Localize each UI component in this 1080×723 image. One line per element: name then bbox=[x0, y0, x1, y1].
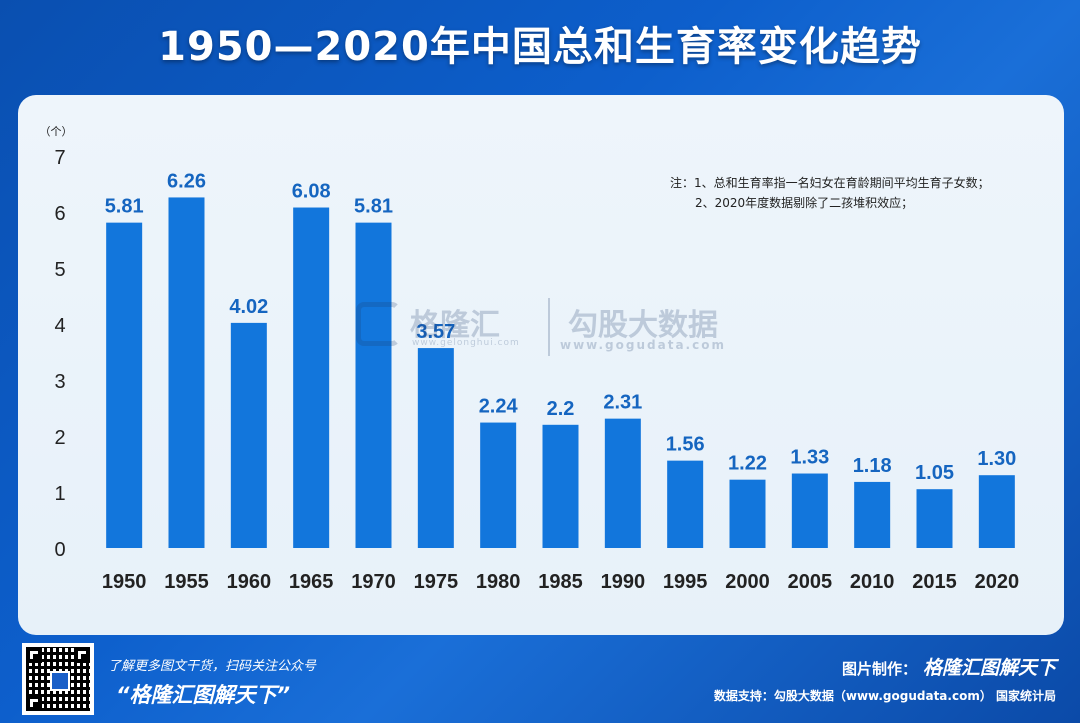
bar bbox=[542, 424, 579, 548]
bar bbox=[791, 473, 828, 548]
x-tick-label: 1955 bbox=[164, 571, 209, 593]
data-source: 数据支持：勾股大数据（www.gogudata.com） 国家统计局 bbox=[713, 689, 1056, 703]
follow-text: 了解更多图文干货，扫码关注公众号 bbox=[108, 659, 317, 674]
data-label: 1.30 bbox=[977, 448, 1016, 470]
x-tick-label: 1970 bbox=[351, 571, 396, 593]
x-tick-label: 1975 bbox=[414, 571, 459, 593]
data-label: 3.57 bbox=[416, 321, 455, 343]
x-tick-label: 2020 bbox=[975, 571, 1020, 593]
watermark-site: www.gelonghui.com bbox=[412, 338, 520, 348]
data-label: 5.81 bbox=[354, 196, 393, 218]
data-label: 1.22 bbox=[728, 453, 767, 475]
x-tick-label: 2010 bbox=[850, 571, 895, 593]
note-line-2: 2、2020年度数据剔除了二孩堆积效应； bbox=[695, 196, 914, 210]
data-label: 2.2 bbox=[547, 398, 575, 420]
bar bbox=[480, 422, 517, 548]
bar-chart: （个） 0 1 2 3 4 5 6 7 5.81 1950 6.26 1955 4.02 1960 6.08 1… bbox=[40, 125, 1020, 593]
bar bbox=[168, 197, 205, 548]
bar bbox=[230, 322, 267, 548]
x-tick-label: 1995 bbox=[663, 571, 708, 593]
y-tick-label: 6 bbox=[54, 203, 65, 225]
y-tick-label: 2 bbox=[54, 427, 65, 449]
watermark: 格隆汇 www.gelonghui.com 勾股大数据 www.gogudata… bbox=[356, 298, 746, 358]
data-label: 1.18 bbox=[853, 455, 892, 477]
data-label: 4.02 bbox=[229, 296, 268, 318]
credit-logo: 格隆汇图解天下 bbox=[922, 657, 1056, 679]
credit-label: 图片制作： bbox=[841, 660, 917, 678]
chart-notes: 注：1、总和生育率指一名妇女在育龄期间平均生育子女数； 2、2020年度数据剔除… bbox=[670, 173, 990, 213]
x-tick-label: 1950 bbox=[102, 571, 147, 593]
y-tick-label: 0 bbox=[54, 539, 65, 561]
bar bbox=[355, 222, 392, 548]
data-label: 2.24 bbox=[479, 396, 519, 418]
bar bbox=[293, 207, 330, 548]
y-tick-label: 7 bbox=[54, 147, 65, 169]
y-tick-label: 3 bbox=[54, 371, 65, 393]
x-tick-label: 2005 bbox=[788, 571, 833, 593]
data-label: 1.05 bbox=[915, 462, 954, 484]
gelonghui-logo-icon bbox=[356, 302, 400, 346]
bar bbox=[604, 418, 641, 548]
watermark-divider bbox=[548, 298, 550, 356]
page-title: 1950—2020年中国总和生育率变化趋势 bbox=[158, 24, 922, 70]
x-tick-label: 1985 bbox=[538, 571, 583, 593]
brand-name: “格隆汇图解天下” bbox=[116, 683, 291, 707]
y-tick-label: 1 bbox=[54, 483, 65, 505]
x-tick-label: 2015 bbox=[912, 571, 957, 593]
data-label: 1.33 bbox=[790, 447, 829, 469]
data-label: 6.08 bbox=[292, 181, 331, 203]
x-tick-label: 1960 bbox=[227, 571, 272, 593]
bar bbox=[916, 489, 953, 548]
y-unit-label: （个） bbox=[40, 125, 73, 138]
footer: 了解更多图文干货，扫码关注公众号 “格隆汇图解天下” 图片制作： 格隆汇图解天下 … bbox=[0, 635, 1080, 723]
watermark-name: 格隆汇 bbox=[410, 308, 500, 343]
y-tick-label: 4 bbox=[54, 315, 65, 337]
data-label: 2.31 bbox=[603, 392, 642, 414]
bar bbox=[667, 460, 704, 548]
x-tick-label: 1965 bbox=[289, 571, 334, 593]
data-label: 1.56 bbox=[666, 434, 705, 456]
watermark-name-2: 勾股大数据 bbox=[568, 308, 718, 343]
note-line-1: 注：1、总和生育率指一名妇女在育龄期间平均生育子女数； bbox=[670, 176, 990, 190]
data-label: 5.81 bbox=[105, 196, 144, 218]
chart-panel: （个） 0 1 2 3 4 5 6 7 5.81 1950 6.26 1955 4.02 1960 6.08 1… bbox=[18, 95, 1064, 635]
x-tick-label: 1990 bbox=[601, 571, 646, 593]
bar bbox=[854, 481, 891, 548]
qr-code-icon bbox=[22, 643, 94, 715]
bar bbox=[106, 222, 143, 548]
x-tick-label: 1980 bbox=[476, 571, 521, 593]
y-tick-label: 5 bbox=[54, 259, 65, 281]
data-label: 6.26 bbox=[167, 170, 206, 192]
bar bbox=[417, 348, 454, 548]
bar bbox=[729, 479, 766, 548]
credit: 图片制作： 格隆汇图解天下 bbox=[842, 653, 1056, 680]
bar bbox=[978, 475, 1015, 548]
x-tick-label: 2000 bbox=[725, 571, 770, 593]
watermark-site-2: www.gogudata.com bbox=[560, 338, 726, 352]
